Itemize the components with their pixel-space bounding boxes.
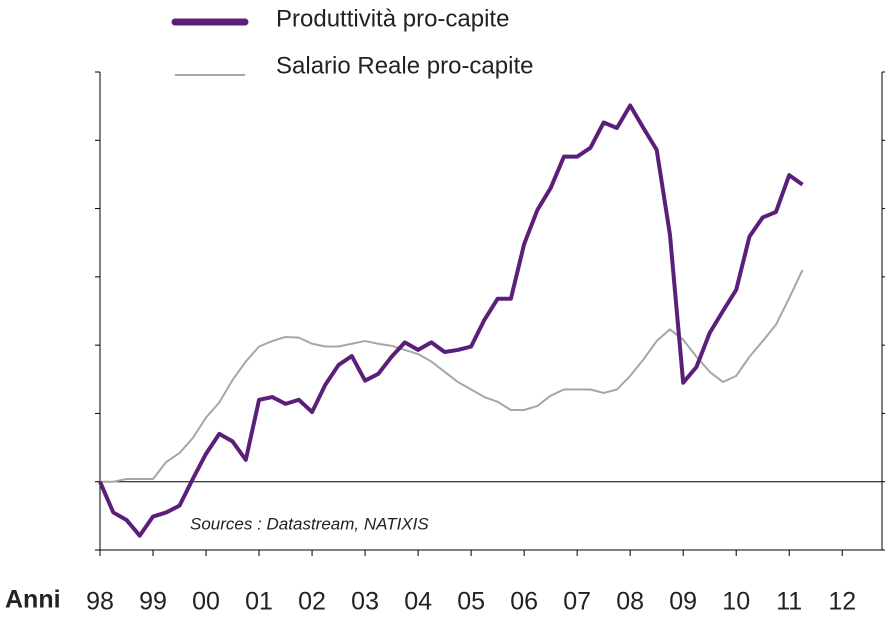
series-line <box>100 269 804 483</box>
x-tick-label: 99 <box>139 588 167 616</box>
x-tick-label: 01 <box>245 588 273 616</box>
legend-label: Salario Reale pro-capite <box>276 52 533 79</box>
annotation: Sources : Datastream, NATIXIS <box>190 514 429 533</box>
x-tick-label: 10 <box>722 588 750 616</box>
x-tick-label: 09 <box>669 588 697 616</box>
legend-label: Produttività pro-capite <box>276 5 509 32</box>
x-tick-label: 00 <box>192 588 220 616</box>
x-tick-label: 04 <box>404 588 432 616</box>
x-tick-label: 07 <box>563 588 591 616</box>
x-tick-label: 02 <box>298 588 326 616</box>
x-tick-label: 11 <box>776 588 802 616</box>
series-line <box>98 103 804 538</box>
x-tick-label: 03 <box>351 588 379 616</box>
x-axis-label: Anni <box>5 586 61 614</box>
x-tick-label: 12 <box>828 588 856 616</box>
x-tick-label: 06 <box>510 588 538 616</box>
x-tick-label: 05 <box>457 588 485 616</box>
x-tick-label: 98 <box>86 588 114 616</box>
x-tick-label: 08 <box>616 588 644 616</box>
